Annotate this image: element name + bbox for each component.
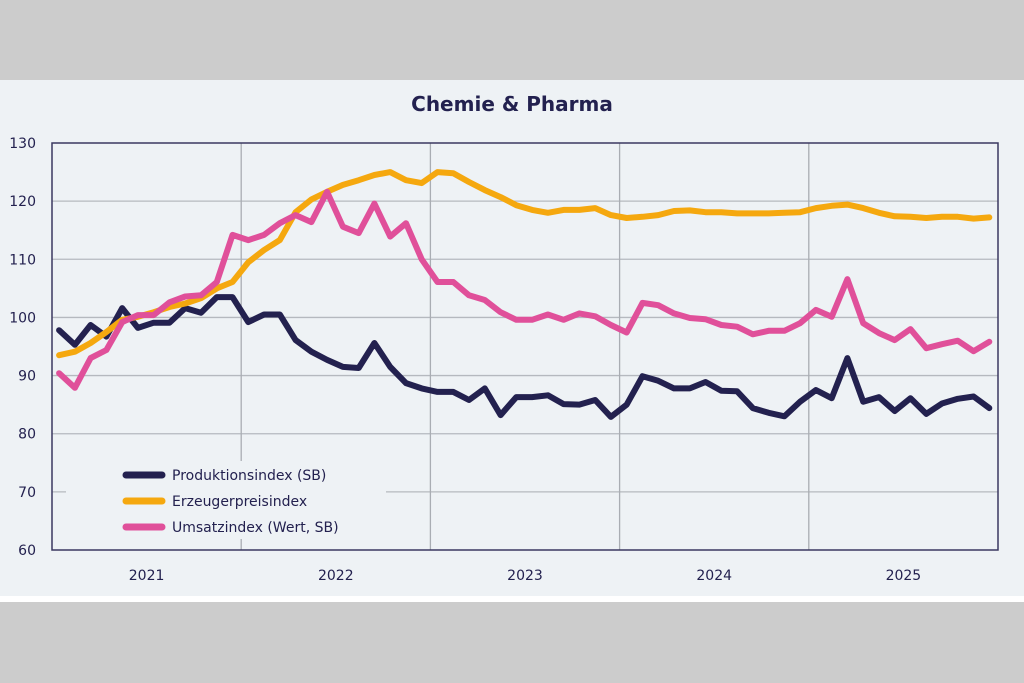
legend-label: Produktionsindex (SB): [172, 468, 326, 484]
x-tick-label: 2021: [129, 568, 165, 584]
legend-background: [66, 461, 386, 539]
y-tick-label: 130: [9, 136, 36, 152]
legend-label: Umsatzindex (Wert, SB): [172, 520, 339, 536]
series-lines: [56, 169, 993, 420]
x-tick-label: 2023: [507, 568, 543, 584]
series-line-3: [56, 188, 993, 391]
y-tick-label: 60: [18, 543, 36, 559]
x-tick-label: 2025: [886, 568, 922, 584]
x-tick-label: 2022: [318, 568, 354, 584]
y-tick-label: 80: [18, 427, 36, 443]
chart-title: Chemie & Pharma: [411, 92, 613, 116]
x-tick-label: 2024: [696, 568, 732, 584]
series-line-2: [56, 169, 993, 359]
legend-label: Erzeugerpreisindex: [172, 494, 307, 510]
series-line-1: [56, 294, 993, 420]
y-tick-label: 70: [18, 485, 36, 501]
plot-frame: [51, 142, 999, 551]
y-tick-label: 90: [18, 369, 36, 385]
axes: 60 70 80 90 100 110 120 130 2021 2022 2023 2024 2025: [9, 136, 999, 584]
legend: Produktionsindex (SB) Erzeugerpreisindex U…: [122, 468, 339, 536]
y-tick-label: 120: [9, 194, 36, 210]
y-tick-label: 100: [9, 310, 36, 326]
y-tick-label: 110: [9, 252, 36, 268]
